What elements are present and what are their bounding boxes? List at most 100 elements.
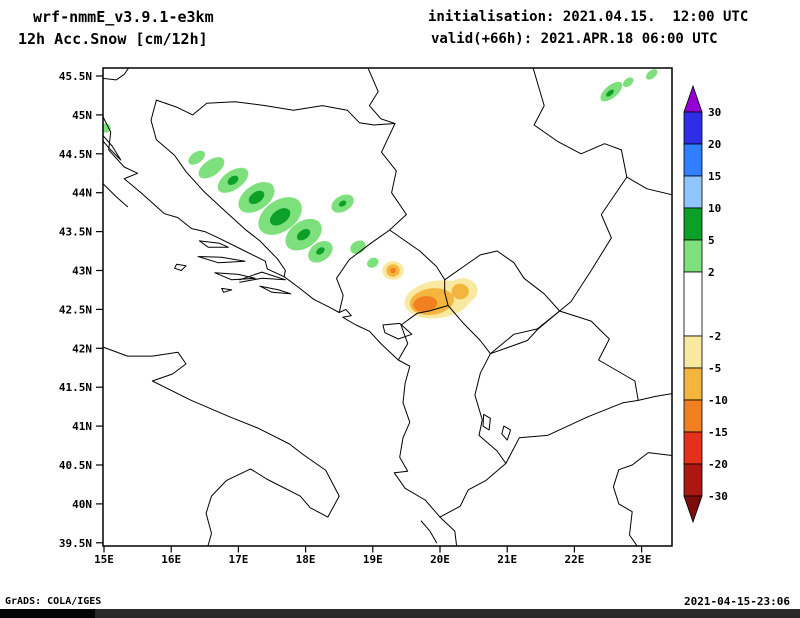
- lastovo-island: [221, 287, 233, 293]
- y-tick-label: 45N: [72, 109, 92, 122]
- y-tick-label: 43.5N: [59, 226, 92, 239]
- init-time-label: initialisation: 2021.04.15. 12:00 UTC: [428, 9, 749, 25]
- colorbar-box: [683, 111, 703, 145]
- colorbar-label: 15: [708, 170, 721, 183]
- snow-patch: [198, 157, 225, 179]
- mne-albania-border: [397, 305, 449, 361]
- colorbar-box: [683, 463, 703, 497]
- brac-island: [198, 240, 229, 248]
- colorbar-arrow-bottom: [683, 495, 703, 524]
- y-tick-label: 44.5N: [59, 148, 92, 161]
- y-tick-label: 44N: [72, 187, 92, 200]
- field-title: 12h Acc.Snow [cm/12h]: [18, 30, 208, 48]
- snow-patch: [316, 247, 325, 255]
- prespa-lake: [501, 425, 512, 441]
- snow-patch: [622, 77, 634, 88]
- snow-patch: [451, 283, 469, 300]
- danube-romania-border: [532, 68, 672, 196]
- snow-patch: [188, 150, 205, 165]
- snow-patch: [248, 190, 265, 205]
- snow-patch: [296, 228, 311, 241]
- colorbar-label: 2: [708, 266, 715, 279]
- una-dinara-border: [150, 99, 286, 278]
- colorbar-box: [683, 335, 703, 369]
- albania-east-border: [439, 353, 507, 518]
- colorbar-box: [683, 239, 703, 273]
- colorbar-box: [683, 175, 703, 209]
- colorbar-label: -10: [708, 394, 728, 407]
- croatia-serbia-border: [367, 68, 396, 124]
- creation-timestamp: 2021-04-15-23:06: [684, 595, 790, 608]
- drina-border: [370, 123, 407, 244]
- snow-fill-patches: [103, 69, 658, 319]
- x-tick-label: 21E: [497, 553, 517, 566]
- bulgaria-greece-border: [637, 393, 672, 401]
- y-tick-label: 39.5N: [59, 537, 92, 550]
- italy-coast: [103, 346, 340, 546]
- adriatic-coast-east: [103, 115, 458, 546]
- croatia-slovenia-corner: [103, 68, 130, 81]
- dugi-otok-island: [103, 183, 128, 208]
- map-outlines: [103, 68, 672, 546]
- y-tick-label: 42.5N: [59, 303, 92, 316]
- snow-patch: [103, 123, 111, 133]
- model-title: wrf-nmmE_v3.9.1-e3km: [33, 8, 214, 26]
- x-tick-label: 15E: [94, 553, 114, 566]
- korcula-island: [214, 272, 256, 281]
- colorbar-label: -20: [708, 458, 728, 471]
- x-tick-label: 23E: [632, 553, 652, 566]
- snow-patch: [645, 69, 658, 80]
- x-tick-label: 18E: [296, 553, 316, 566]
- colorbar-label: -2: [708, 330, 721, 343]
- ohrid-lake: [482, 413, 491, 431]
- colorbar: 30 20 15 10 5 2 -2 -5 -10 -15 -20 -30: [683, 84, 728, 524]
- serbia-bulgaria-border: [559, 176, 628, 312]
- colorbar-box: [683, 271, 703, 337]
- greece-coast-thermaic: [612, 452, 672, 546]
- colorbar-label: 5: [708, 234, 715, 247]
- colorbar-label: -15: [708, 426, 728, 439]
- snow-patch: [367, 257, 379, 268]
- peljesac-peninsula: [239, 271, 286, 283]
- y-tick-label: 41.5N: [59, 381, 92, 394]
- x-tick-label: 17E: [228, 553, 248, 566]
- y-tick-label: 41N: [72, 420, 92, 433]
- mne-srb-border: [389, 229, 446, 281]
- corfu-island: [420, 520, 438, 544]
- colorbar-box: [683, 367, 703, 401]
- x-tick-label: 22E: [564, 553, 584, 566]
- sava-border: [155, 99, 396, 126]
- colorbar-box: [683, 207, 703, 241]
- pag-island: [103, 134, 122, 161]
- plot-frame: [102, 67, 673, 547]
- colorbar-box: [683, 431, 703, 465]
- x-tick-label: 19E: [363, 553, 383, 566]
- colorbar-label: -5: [708, 362, 721, 375]
- colorbar-label: 20: [708, 138, 721, 151]
- y-tick-label: 45.5N: [59, 70, 92, 83]
- vis-island: [174, 263, 187, 271]
- bottom-bar-left-segment: [0, 609, 95, 618]
- snow-patch: [338, 200, 347, 207]
- grads-credit: GrADS: COLA/IGES: [5, 596, 102, 607]
- x-tick-label: 16E: [161, 553, 181, 566]
- x-tick-label: 20E: [430, 553, 450, 566]
- axes: 45.5N 45N 44.5N 44N 43.5N 43N 42.5N 42N 41.5N 41N…: [59, 70, 652, 566]
- y-tick-label: 40N: [72, 498, 92, 511]
- y-tick-label: 40.5N: [59, 459, 92, 472]
- macedonia-border: [489, 310, 639, 464]
- bottom-bar: [0, 609, 800, 618]
- frame-border: [102, 67, 673, 547]
- colorbar-box: [683, 399, 703, 433]
- bih-montenegro-border: [336, 242, 372, 313]
- mljet-island: [259, 285, 292, 295]
- colorbar-label: 30: [708, 106, 721, 119]
- snow-patch: [227, 175, 239, 185]
- skadar-lake: [382, 322, 413, 340]
- y-tick-label: 43N: [72, 265, 92, 278]
- snow-patch: [390, 267, 396, 274]
- colorbar-arrow-top: [683, 84, 703, 113]
- snow-patch: [269, 208, 291, 226]
